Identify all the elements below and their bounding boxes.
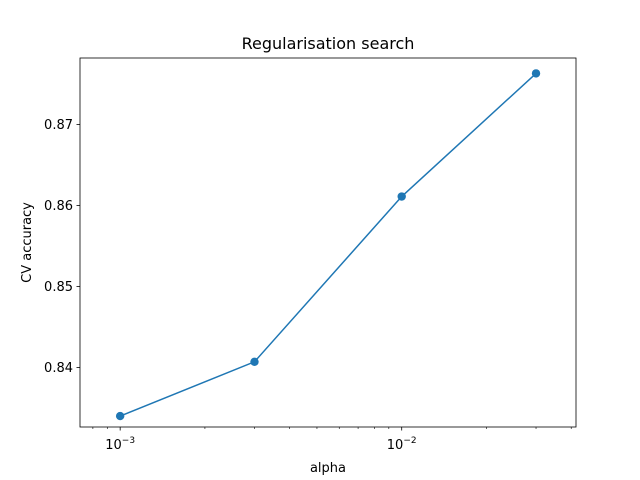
x-axis-label: alpha xyxy=(310,461,346,476)
x-tick-exponent: −2 xyxy=(403,436,416,446)
y-tick-label: 0.85 xyxy=(44,280,73,295)
x-tick-base: 10 xyxy=(387,438,404,453)
data-point xyxy=(115,411,125,421)
data-point xyxy=(250,357,259,366)
y-tick-label: 0.87 xyxy=(44,118,73,133)
x-tick-base: 10 xyxy=(105,438,122,453)
series-line xyxy=(119,72,537,417)
y-axis-label: CV accuracy xyxy=(20,202,35,283)
x-tick-exponent: −3 xyxy=(122,436,135,446)
axes-frame xyxy=(79,57,577,428)
y-tick-label: 0.84 xyxy=(44,361,73,376)
data-point xyxy=(397,192,406,201)
x-tick-label: 10−2 xyxy=(387,436,417,453)
data-point xyxy=(531,69,541,78)
x-tick-label: 10−3 xyxy=(105,436,135,453)
y-tick-label: 0.86 xyxy=(44,199,73,214)
chart-title: Regularisation search xyxy=(242,34,415,53)
